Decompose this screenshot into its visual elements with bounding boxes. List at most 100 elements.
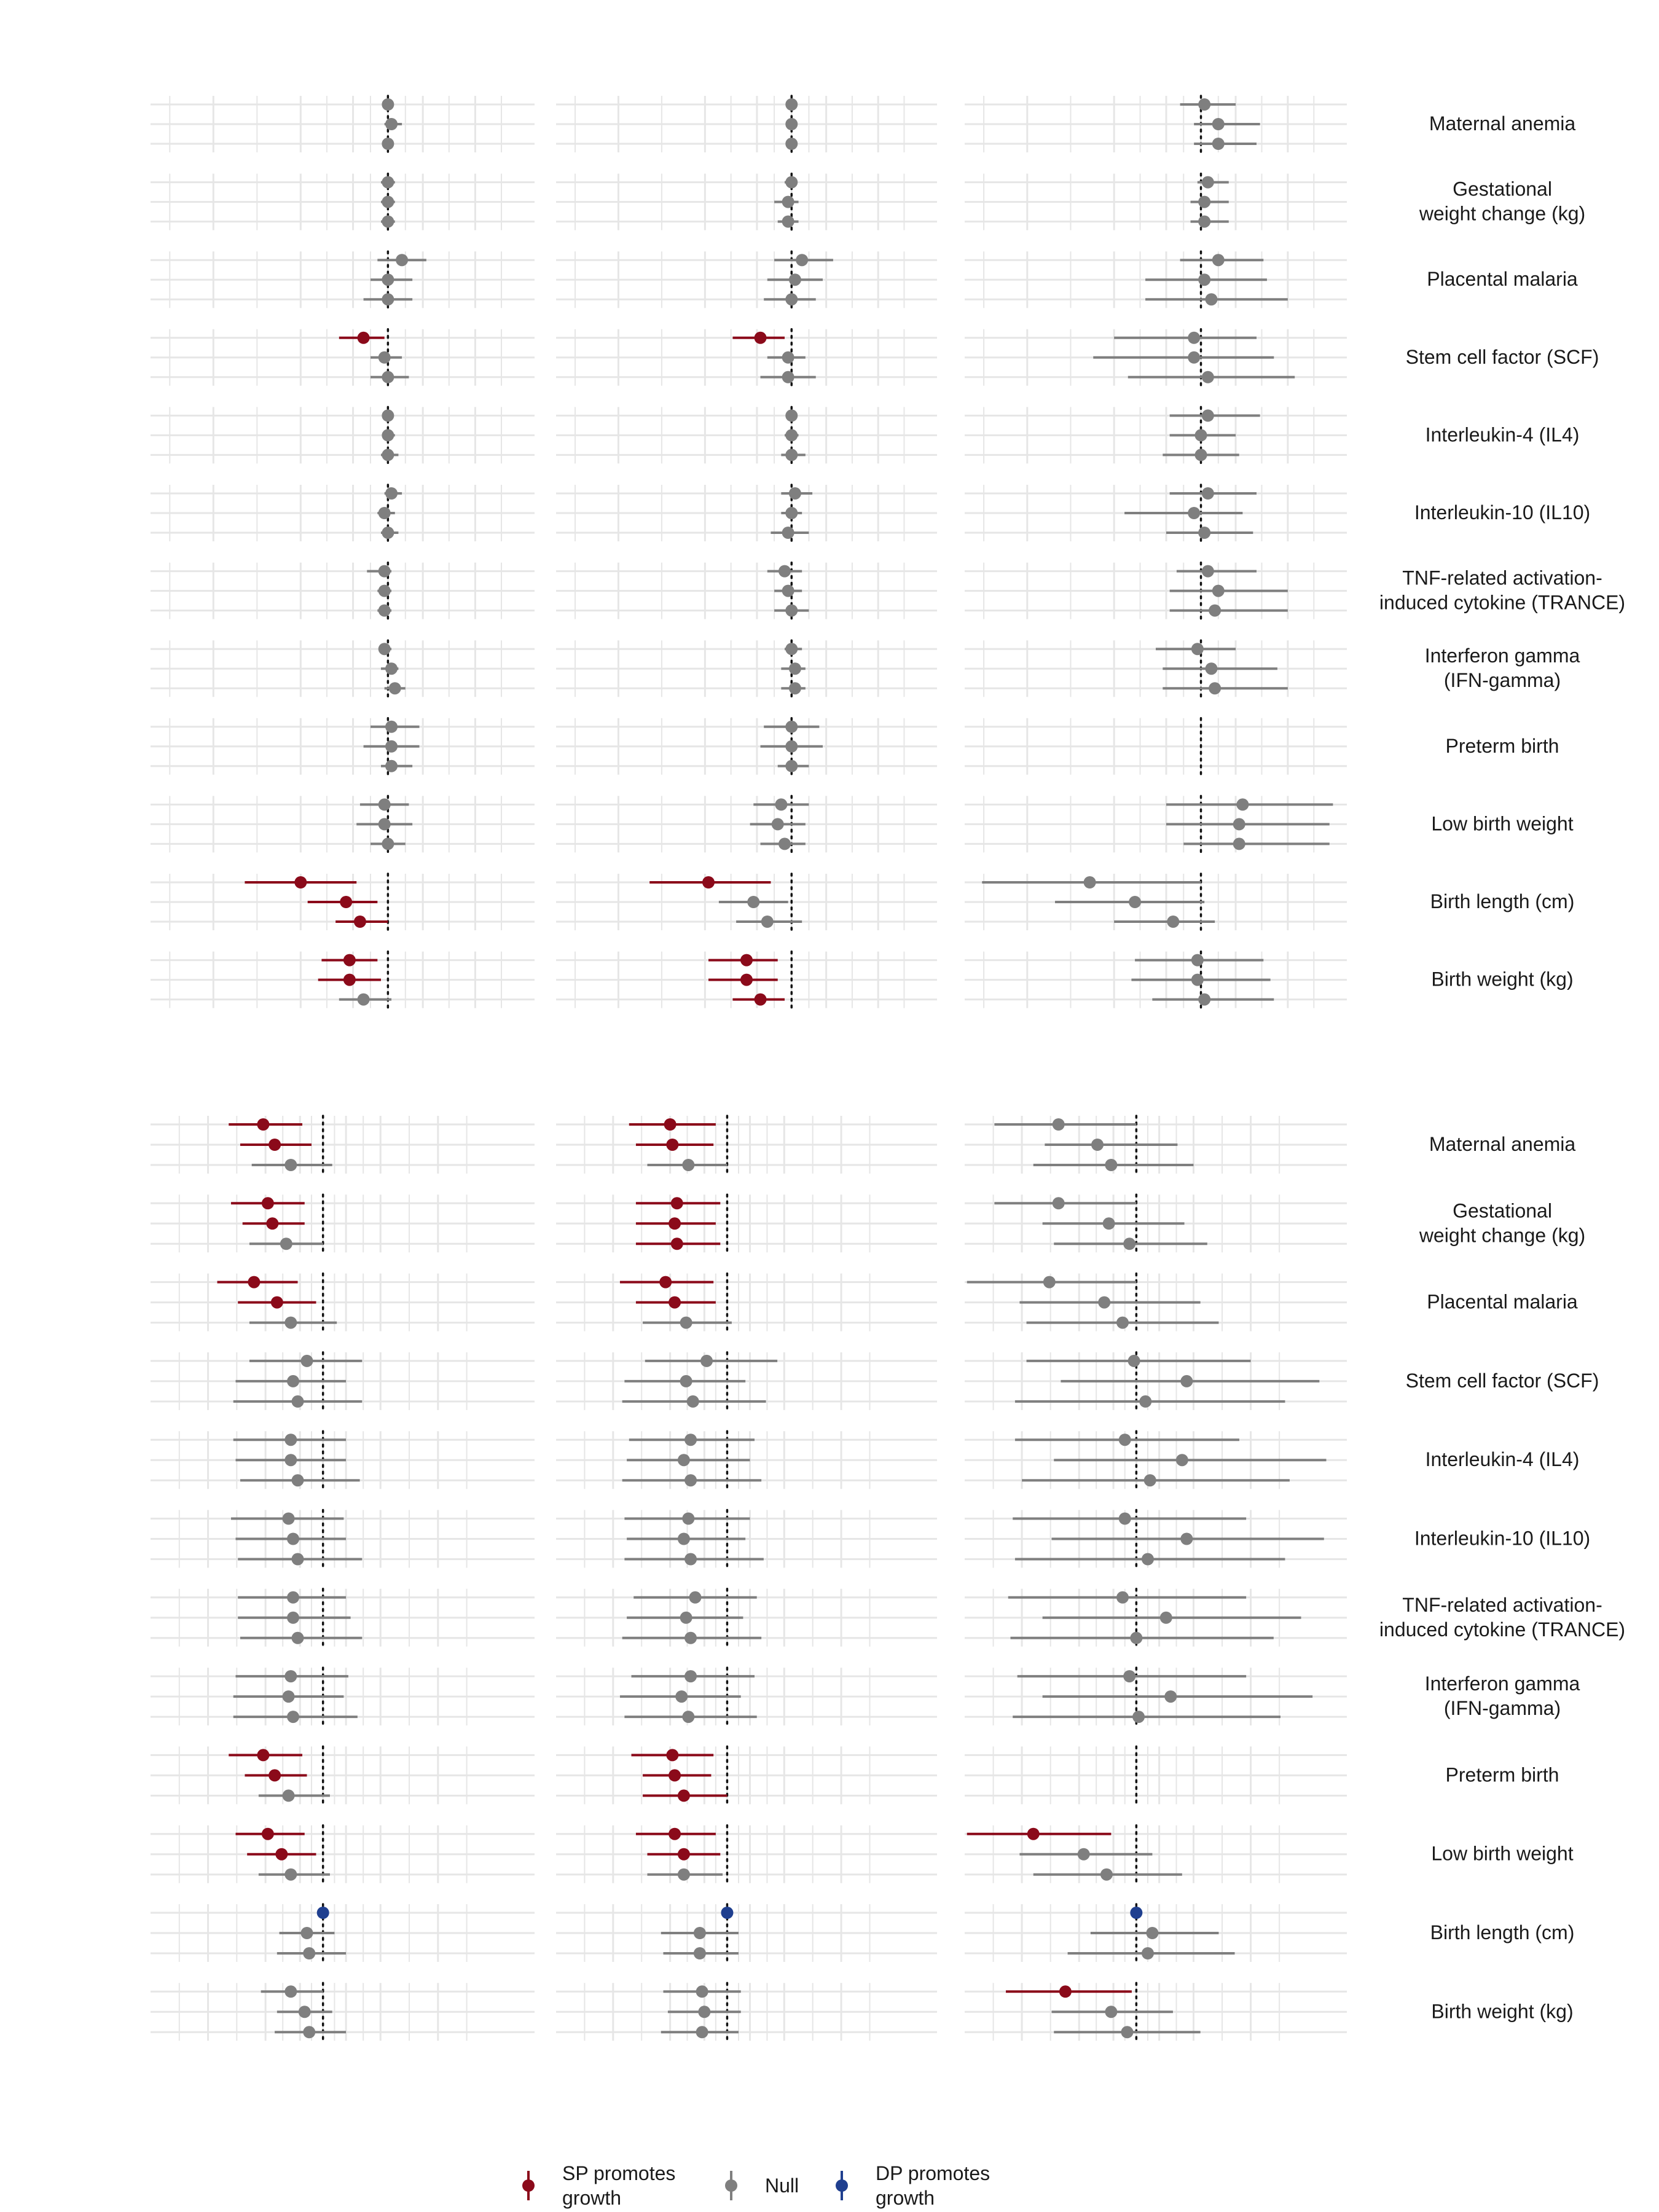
- point-estimate: [284, 1868, 297, 1881]
- point-estimate: [282, 1789, 295, 1802]
- point-estimate: [396, 254, 409, 267]
- row-strip-label-line: Stem cell factor (SCF): [1406, 1370, 1599, 1392]
- point-estimate: [1118, 1512, 1131, 1525]
- point-estimate: [1091, 1139, 1104, 1151]
- point-estimate: [385, 118, 398, 130]
- legend-label: Null: [765, 2175, 799, 2197]
- facet-panel: [556, 794, 937, 854]
- point-estimate: [378, 507, 391, 519]
- point-estimate: [785, 643, 798, 656]
- point-estimate: [1198, 527, 1211, 539]
- facet-panel: [556, 1666, 937, 1727]
- point-estimate: [721, 1907, 734, 1919]
- point-estimate: [1098, 1296, 1111, 1309]
- point-estimate: [1043, 1276, 1056, 1288]
- row-strip-label-line: (IFN-gamma): [1444, 669, 1561, 691]
- point-estimate: [677, 1532, 690, 1545]
- row-strip-label-line: TNF-related activation-: [1402, 1594, 1602, 1616]
- facet-panel: [151, 1272, 535, 1333]
- facet-row: Interleukin-4 (IL4): [151, 406, 1579, 465]
- facet-panel: [151, 1115, 535, 1175]
- point-estimate: [670, 1197, 683, 1210]
- legend-key-point: [522, 2179, 535, 2192]
- point-estimate: [378, 818, 391, 831]
- point-estimate: [343, 973, 356, 986]
- point-estimate: [1118, 1433, 1131, 1446]
- legend-key-point: [836, 2179, 848, 2192]
- row-strip-label-line: Interleukin-4 (IL4): [1426, 1448, 1580, 1470]
- point-estimate: [1027, 1827, 1040, 1840]
- point-estimate: [785, 720, 798, 733]
- point-estimate: [666, 1749, 679, 1762]
- point-estimate: [385, 662, 398, 675]
- row-strip-label-line: Interferon gamma: [1425, 645, 1580, 667]
- point-estimate: [1198, 98, 1211, 111]
- point-estimate: [1100, 1868, 1113, 1881]
- facet-panel: [556, 1508, 937, 1569]
- row-strip-label-line: Low birth weight: [1431, 812, 1573, 834]
- point-estimate: [1130, 1907, 1143, 1919]
- point-estimate: [686, 1395, 699, 1408]
- facet-row: Preterm birth: [151, 1745, 1559, 1806]
- row-strip-label-line: Birth weight (kg): [1431, 2000, 1573, 2022]
- point-estimate: [682, 1512, 695, 1525]
- point-estimate: [1175, 1454, 1188, 1467]
- point-estimate: [343, 954, 356, 967]
- point-estimate: [1180, 1532, 1193, 1545]
- point-estimate: [740, 954, 753, 967]
- facet-panel: [556, 250, 937, 309]
- point-estimate: [1116, 1316, 1129, 1329]
- point-estimate: [316, 1907, 329, 1919]
- facet-panel: [556, 1903, 937, 1963]
- row-strip-label: Birth weight (kg): [1431, 2000, 1573, 2022]
- point-estimate: [266, 1217, 279, 1230]
- point-estimate: [378, 798, 391, 811]
- point-estimate: [1212, 584, 1225, 597]
- point-estimate: [1209, 604, 1222, 617]
- facet-panel: [151, 1982, 535, 2042]
- facet-panel: [965, 1824, 1347, 1885]
- facet-panel: [556, 561, 937, 621]
- point-estimate: [796, 254, 809, 267]
- point-estimate: [382, 527, 394, 539]
- point-estimate: [666, 1139, 679, 1151]
- facet-panel: [151, 172, 535, 232]
- facet-panel: [556, 1588, 937, 1648]
- row-strip-label-line: induced cytokine (TRANCE): [1379, 592, 1625, 614]
- facet-row: Birth weight (kg): [151, 950, 1574, 1010]
- point-estimate: [1205, 662, 1218, 675]
- row-strip-label: Placental malaria: [1427, 268, 1578, 290]
- point-estimate: [1128, 1354, 1140, 1367]
- row-strip-label: Stem cell factor (SCF): [1406, 346, 1599, 368]
- point-estimate: [291, 1395, 304, 1408]
- row-strip-label-line: (IFN-gamma): [1444, 1697, 1561, 1719]
- point-estimate: [1052, 1118, 1065, 1131]
- row-strip-label: Placental malaria: [1427, 1291, 1578, 1313]
- point-estimate: [357, 993, 370, 1006]
- point-estimate: [382, 176, 394, 189]
- point-estimate: [680, 1316, 692, 1329]
- row-strip-label-line: Placental malaria: [1427, 268, 1578, 290]
- point-estimate: [1121, 2026, 1134, 2039]
- point-estimate: [1139, 1395, 1152, 1408]
- point-estimate: [382, 429, 394, 442]
- point-estimate: [1198, 195, 1211, 208]
- facet-panel: [556, 95, 937, 154]
- point-estimate: [1083, 876, 1096, 888]
- facet-panel: [151, 95, 535, 154]
- point-estimate: [291, 1631, 304, 1644]
- point-estimate: [257, 1749, 270, 1762]
- facet-row: Preterm birth: [151, 717, 1559, 776]
- facet-panel: [965, 1115, 1347, 1175]
- point-estimate: [1212, 254, 1225, 267]
- point-estimate: [684, 1631, 697, 1644]
- point-estimate: [782, 371, 794, 383]
- point-estimate: [677, 1848, 690, 1861]
- point-estimate: [303, 1947, 316, 1959]
- point-estimate: [1105, 2006, 1118, 2018]
- point-estimate: [1102, 1217, 1115, 1230]
- row-strip-label-line: TNF-related activation-: [1402, 567, 1602, 589]
- row-strip-label-line: Gestational: [1453, 1199, 1552, 1222]
- point-estimate: [1052, 1197, 1065, 1210]
- facet-panel: [151, 561, 535, 621]
